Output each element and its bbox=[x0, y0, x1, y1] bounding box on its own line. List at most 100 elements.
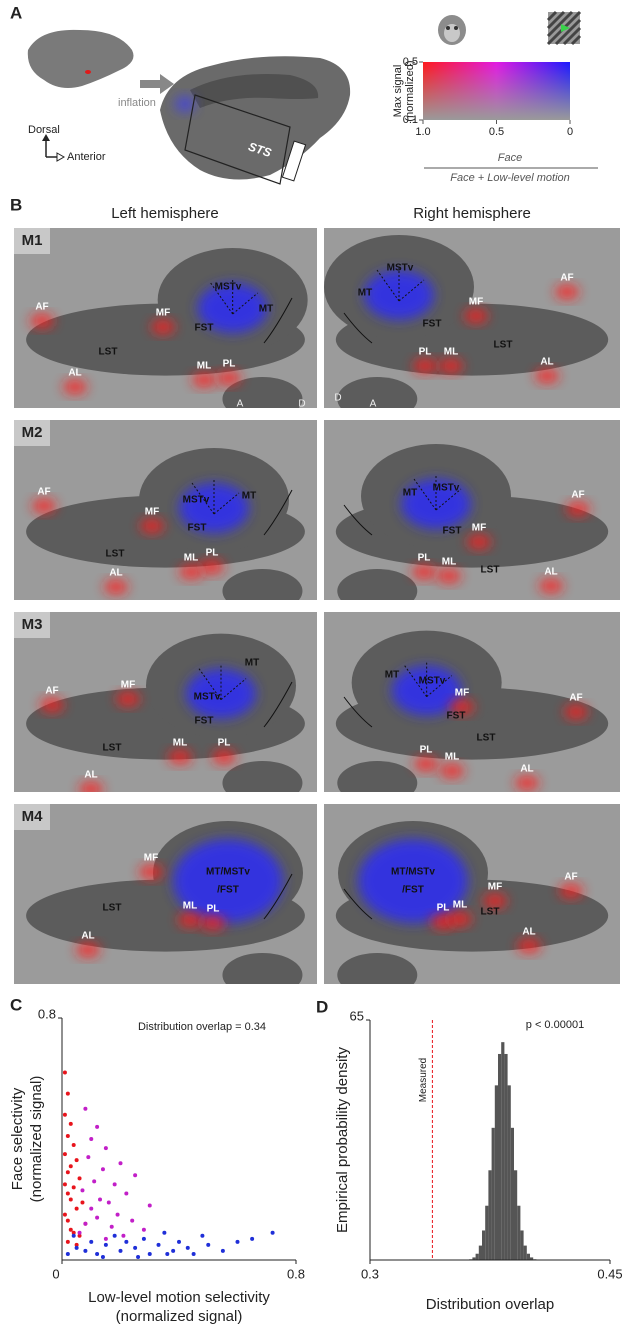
scatter-point bbox=[95, 1125, 99, 1129]
region-label: AL bbox=[84, 770, 97, 781]
region-label: PL bbox=[206, 548, 219, 559]
region-label: MF bbox=[145, 507, 159, 518]
face-icon bbox=[454, 26, 458, 30]
scatter-point bbox=[66, 1191, 70, 1195]
scatter-point bbox=[63, 1113, 67, 1117]
scatter-point bbox=[69, 1122, 73, 1126]
scatter-point bbox=[104, 1146, 108, 1150]
scatter-point bbox=[124, 1191, 128, 1195]
region-label: D bbox=[298, 399, 305, 410]
region-label: MSTv bbox=[183, 495, 210, 506]
colorbar-tick-label: 0.1 bbox=[403, 114, 418, 126]
activation-red bbox=[440, 764, 464, 778]
region-label: LST bbox=[481, 565, 500, 576]
annotation: p < 0.00001 bbox=[526, 1019, 584, 1031]
region-label: AF bbox=[564, 872, 577, 883]
histogram-bar bbox=[485, 1206, 488, 1260]
region-label: LST bbox=[99, 347, 118, 358]
scatter-point bbox=[107, 1201, 111, 1205]
region-label: FST bbox=[443, 526, 462, 537]
region-label: PL bbox=[419, 347, 432, 358]
activation-red bbox=[79, 782, 103, 796]
activation-red bbox=[63, 380, 87, 394]
subject-label: M3 bbox=[22, 616, 43, 633]
scatter-point bbox=[250, 1237, 254, 1241]
region-label: AL bbox=[522, 927, 535, 938]
region-label: MSTv bbox=[387, 263, 414, 274]
region-label: MT bbox=[358, 288, 372, 299]
activation-red bbox=[464, 309, 488, 323]
region-label: AL bbox=[544, 567, 557, 578]
region-label: A bbox=[370, 399, 377, 410]
histogram-bar bbox=[520, 1230, 523, 1260]
histogram-bar bbox=[482, 1230, 485, 1260]
colorbar-tick-label: 1.0 bbox=[415, 126, 430, 138]
region-label: PL bbox=[218, 738, 231, 749]
activation-red bbox=[30, 314, 54, 328]
scatter-point bbox=[121, 1234, 125, 1238]
activation-red bbox=[76, 943, 100, 957]
region-label: ML bbox=[184, 553, 198, 564]
scatter-point bbox=[200, 1234, 204, 1238]
activation-red bbox=[179, 565, 203, 579]
region-label: MF bbox=[455, 688, 469, 699]
scatter-point bbox=[75, 1246, 79, 1250]
column-title: Right hemisphere bbox=[413, 205, 531, 222]
activation-blue bbox=[358, 839, 468, 923]
activation-red bbox=[467, 535, 491, 549]
histogram-bar bbox=[508, 1085, 511, 1260]
histogram-bar bbox=[498, 1054, 501, 1260]
panel-letter: D bbox=[316, 997, 328, 1016]
scatter-point bbox=[69, 1164, 73, 1168]
region-label: ML bbox=[442, 557, 456, 568]
scatter-point bbox=[69, 1198, 73, 1202]
scatter-point bbox=[89, 1137, 93, 1141]
region-label: MT bbox=[403, 488, 417, 499]
scatter-point bbox=[83, 1222, 87, 1226]
region-label: AF bbox=[37, 487, 50, 498]
histogram-bar bbox=[511, 1128, 514, 1260]
panel-letter: A bbox=[10, 3, 22, 22]
histogram-bar bbox=[517, 1206, 520, 1260]
scatter-point bbox=[110, 1225, 114, 1229]
x-tick-label: 0.3 bbox=[361, 1266, 379, 1281]
region-label: MSTv bbox=[419, 676, 446, 687]
x-axis-label: (normalized signal) bbox=[116, 1308, 243, 1325]
scatter-point bbox=[89, 1207, 93, 1211]
scatter-point bbox=[72, 1185, 76, 1189]
scatter-point bbox=[78, 1231, 82, 1235]
subject-label: M1 bbox=[22, 232, 43, 249]
region-label: FST bbox=[195, 716, 214, 727]
scatter-point bbox=[66, 1092, 70, 1096]
y-axis-label: (normalized signal) bbox=[28, 1076, 45, 1203]
scatter-point bbox=[89, 1240, 93, 1244]
scatter-point bbox=[75, 1207, 79, 1211]
scatter-point bbox=[130, 1219, 134, 1223]
region-label: AF bbox=[560, 273, 573, 284]
figure: A inflation STS Dorsal Anterior Max sign… bbox=[0, 0, 622, 1337]
region-label: ML bbox=[173, 738, 187, 749]
region-label: LST bbox=[106, 549, 125, 560]
region-label: AL bbox=[81, 931, 94, 942]
scatter-point bbox=[72, 1143, 76, 1147]
colorbar-ylabel: Max signal bbox=[392, 65, 404, 118]
scatter-point bbox=[236, 1240, 240, 1244]
scatter-point bbox=[133, 1173, 137, 1177]
region-label: MT/MSTv bbox=[206, 867, 250, 878]
region-label: AL bbox=[540, 357, 553, 368]
scatter-point bbox=[162, 1231, 166, 1235]
scatter-point bbox=[206, 1243, 210, 1247]
face-icon bbox=[446, 26, 450, 30]
scatter-point bbox=[192, 1252, 196, 1256]
colorbar-tick-label: 0.5 bbox=[489, 126, 504, 138]
activation-red bbox=[140, 519, 164, 533]
panel-letter: B bbox=[10, 195, 22, 214]
activation-red bbox=[116, 692, 140, 706]
panel-letter: C bbox=[10, 995, 22, 1014]
brain-panel bbox=[324, 804, 620, 997]
scatter-point bbox=[157, 1243, 161, 1247]
scatter-point bbox=[69, 1228, 73, 1232]
anterior-label: Anterior bbox=[67, 151, 106, 163]
scatter-point bbox=[83, 1249, 87, 1253]
activation-red bbox=[414, 757, 438, 771]
